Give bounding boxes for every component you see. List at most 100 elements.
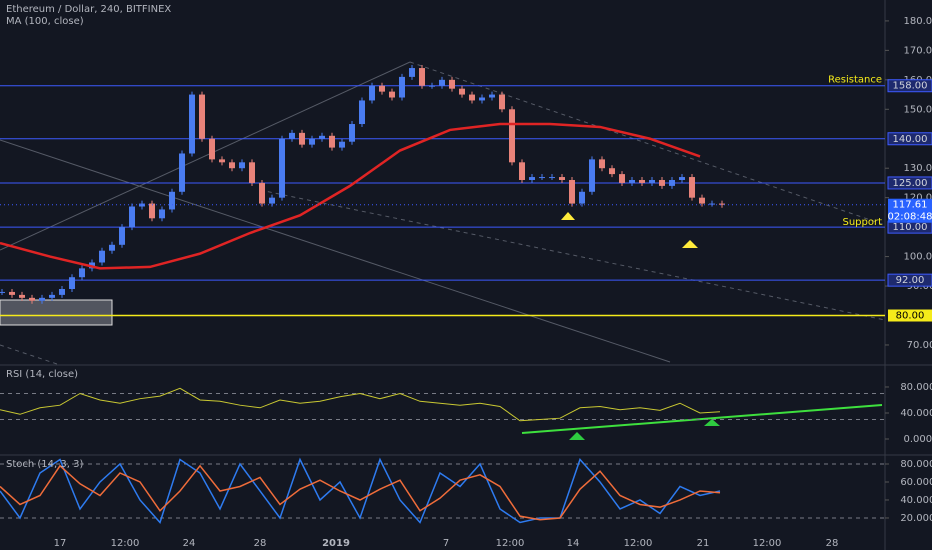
candle [199, 94, 205, 139]
x-tick-label: 12:00 [624, 538, 653, 549]
candle [709, 203, 715, 205]
annotation: Support [842, 217, 882, 228]
candle [289, 132, 295, 139]
candle [469, 94, 475, 101]
panel-title: RSI (14, close) [6, 369, 78, 380]
candle [609, 168, 615, 175]
candle [109, 244, 115, 251]
y-tick-label: 80.0000 [900, 382, 932, 393]
candle [429, 85, 435, 87]
trend-line [0, 61, 411, 251]
candle [239, 162, 245, 169]
candle [319, 135, 325, 139]
candle [559, 177, 565, 180]
candle [419, 68, 425, 86]
trend-line [409, 61, 886, 226]
trend-line [259, 189, 886, 321]
candle [589, 159, 595, 192]
x-tick-label: 12:00 [496, 538, 525, 549]
candle [139, 203, 145, 207]
series-line [0, 457, 721, 524]
candle [379, 85, 385, 92]
candle [119, 227, 125, 245]
candle [389, 91, 395, 98]
level-label: 158.00 [893, 81, 928, 92]
marker [561, 212, 575, 220]
annotation: Resistance [828, 75, 882, 86]
candle [349, 124, 355, 142]
marker [682, 240, 698, 248]
level-label: 92.00 [896, 275, 925, 286]
candle [549, 177, 555, 179]
candle [539, 177, 545, 179]
candle [279, 138, 285, 198]
rsi-trend-line [521, 404, 883, 434]
level-box [887, 273, 932, 287]
candle [9, 291, 15, 295]
candle [659, 179, 665, 186]
candle [519, 162, 525, 180]
y-tick-label: 170.00 [904, 45, 932, 56]
candle [59, 288, 65, 295]
y-tick-label: 80.0000 [900, 459, 932, 470]
x-tick-label: 21 [697, 538, 710, 549]
candle [0, 291, 5, 293]
candle [619, 174, 625, 183]
candle [229, 162, 235, 169]
level-label: 80.00 [896, 311, 925, 322]
level-label: 140.00 [893, 134, 928, 145]
y-tick-label: 150.00 [904, 104, 932, 115]
x-tick-label: 14 [567, 538, 580, 549]
candle [219, 159, 225, 163]
plot: 180.00170.00160.00150.00130.00120.00100.… [0, 4, 932, 549]
y-tick-label: 0.0000 [904, 434, 932, 445]
chart-title: Ethereum / Dollar, 240, BITFINEX [6, 4, 171, 15]
x-tick-label: 12:00 [753, 538, 782, 549]
candle [159, 209, 165, 219]
x-tick-label: 7 [443, 538, 449, 549]
candle [679, 177, 685, 180]
candle [579, 191, 585, 204]
level-box [888, 309, 932, 322]
candle [499, 94, 505, 110]
trend-lines [0, 61, 886, 366]
series-line [0, 387, 721, 422]
candle [169, 191, 175, 210]
y-tick-label: 70.00 [907, 340, 932, 351]
level-box [887, 176, 932, 190]
candle [399, 76, 405, 98]
candle [489, 94, 495, 98]
candle [129, 206, 135, 228]
candle [179, 153, 185, 192]
candle [329, 135, 335, 148]
candle [439, 79, 445, 86]
candle [369, 85, 375, 101]
candle [29, 297, 35, 301]
legend-entry: MA (100, close) [6, 16, 84, 27]
level-label: 125.00 [893, 178, 928, 189]
candle [699, 197, 705, 204]
y-tick-label: 40.0000 [900, 408, 932, 419]
candle [529, 177, 535, 180]
y-tick-label: 60.0000 [900, 477, 932, 488]
candle [189, 94, 195, 154]
last-price-label: 117.61 [893, 200, 928, 211]
countdown: 02:08:48 [888, 212, 932, 223]
last-price-box [888, 198, 932, 223]
candle [409, 68, 415, 77]
y-tick-label: 130.00 [904, 163, 932, 174]
candle [309, 138, 315, 145]
series-line [0, 122, 701, 270]
candle [359, 100, 365, 125]
candle [19, 294, 25, 298]
candle [459, 88, 465, 95]
candle [719, 203, 725, 205]
candle [649, 179, 655, 183]
marker [569, 432, 585, 440]
candle [209, 138, 215, 160]
trend-line [0, 344, 61, 366]
x-tick-label: 12:00 [111, 538, 140, 549]
markers [521, 212, 883, 440]
